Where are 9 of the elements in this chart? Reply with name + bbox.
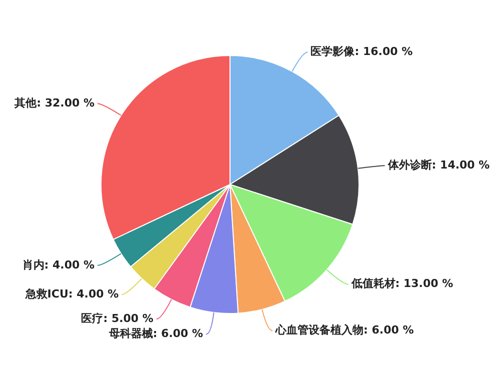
slice-label: 肖内: 4.00 % (22, 258, 95, 272)
slice-label: 急救ICU: 4.00 % (24, 287, 119, 300)
slice-label: 医学影像: 16.00 % (310, 45, 413, 58)
slice-label: 母科器械: 6.00 % (108, 327, 204, 340)
slice-label: 医疗: 5.00 % (81, 312, 154, 325)
slice-label: 体外诊断: 14.00 % (386, 158, 490, 172)
slice-label: 低值耗材: 13.00 % (350, 277, 454, 290)
slice-label: 其他: 32.00 % (14, 96, 95, 110)
slice-label: 心血管设备植入物: 6.00 % (274, 324, 414, 337)
